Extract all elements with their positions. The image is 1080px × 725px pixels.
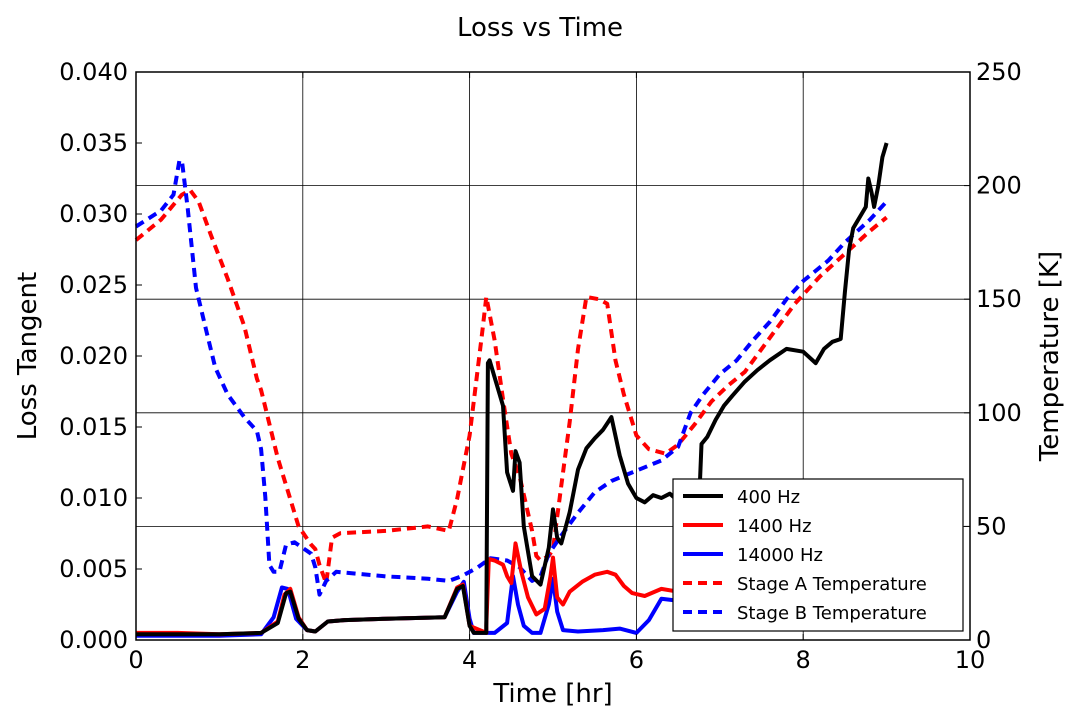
y-right-tick-label: 0 xyxy=(976,626,991,654)
x-tick-label: 10 xyxy=(955,646,986,674)
y-tick-label: 0.000 xyxy=(59,626,128,654)
y-axis-title: Loss Tangent xyxy=(13,272,43,440)
legend-label: Stage B Temperature xyxy=(737,603,927,624)
y-tick-label: 0.035 xyxy=(59,129,128,157)
x-tick-label: 2 xyxy=(295,646,310,674)
y-right-tick-label: 250 xyxy=(976,58,1022,86)
x-tick-label: 6 xyxy=(629,646,644,674)
y-tick-label: 0.030 xyxy=(59,200,128,228)
x-tick-label: 8 xyxy=(796,646,811,674)
y-right-tick-label: 50 xyxy=(976,512,1007,540)
series-line-2 xyxy=(136,574,724,638)
legend: 400 Hz 1400 Hz 14000 Hz Stage A Temperatu… xyxy=(672,478,964,632)
y-right-tick-label: 200 xyxy=(976,172,1022,200)
y-tick-label: 0.015 xyxy=(59,413,128,441)
y-tick-label: 0.020 xyxy=(59,342,128,370)
x-tick-label: 4 xyxy=(462,646,477,674)
y-tick-label: 0.005 xyxy=(59,555,128,583)
y-right-tick-label: 100 xyxy=(976,399,1022,427)
y-tick-label: 0.040 xyxy=(59,58,128,86)
chart-title: Loss vs Time xyxy=(457,13,623,43)
y-tick-label: 0.025 xyxy=(59,271,128,299)
y-axis-right-title: Temperature [K] xyxy=(1035,251,1065,462)
tick-labels: 0 2 4 6 8 10 0.000 0.005 0.010 0.015 0.020 0.025 0.0… xyxy=(59,58,1022,674)
series-line-3 xyxy=(134,188,888,586)
y-tick-label: 0.010 xyxy=(59,484,128,512)
y-right-tick-label: 150 xyxy=(976,285,1022,313)
legend-label: Stage A Temperature xyxy=(737,574,927,595)
legend-label: 400 Hz xyxy=(737,487,800,508)
series-group xyxy=(134,142,889,638)
legend-label: 14000 Hz xyxy=(737,545,823,566)
series-line-1 xyxy=(136,541,726,637)
legend-label: 1400 Hz xyxy=(737,516,812,537)
series-line-0 xyxy=(136,142,889,637)
x-axis-title: Time [hr] xyxy=(492,679,612,709)
x-tick-label: 0 xyxy=(128,646,143,674)
